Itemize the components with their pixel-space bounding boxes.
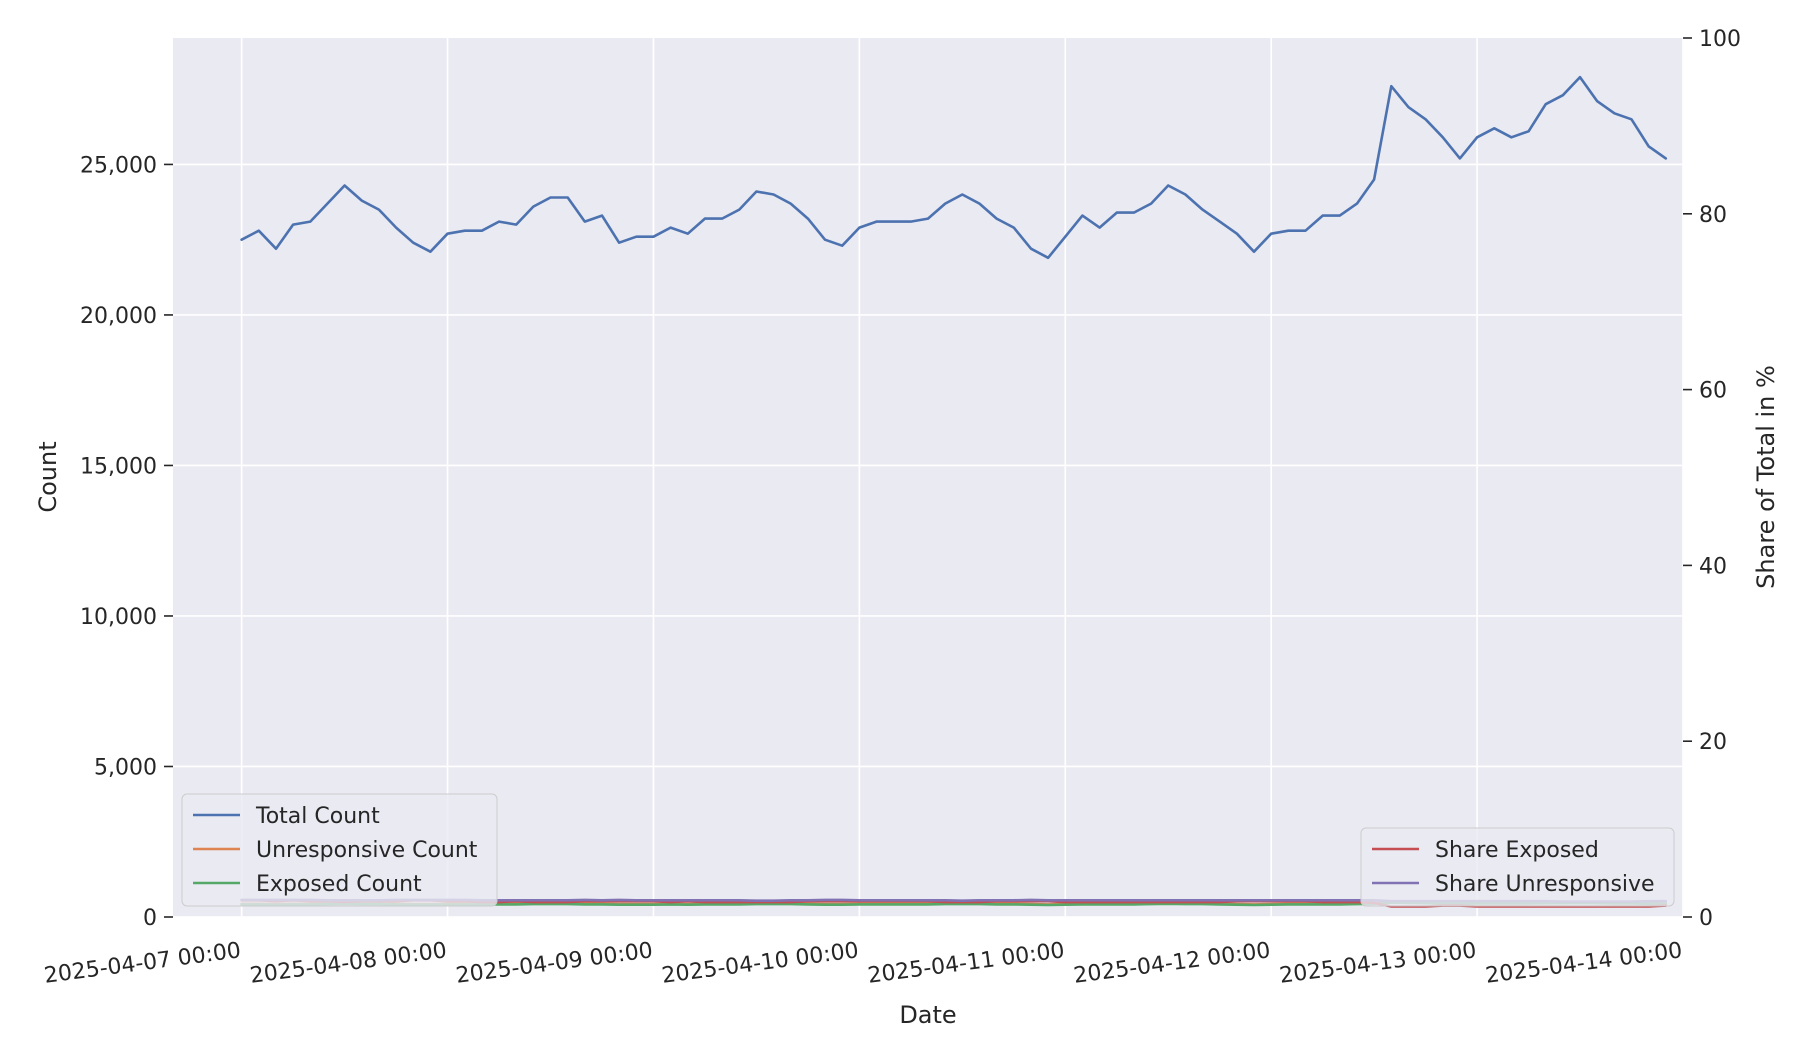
- y-axis-left-label: Count: [34, 441, 62, 512]
- legend-right: Share Exposed Share Unresponsive: [1360, 827, 1675, 907]
- y-left-tick-label: 20,000: [80, 304, 157, 329]
- legend-left: Total Count Unresponsive Count Exposed C…: [181, 793, 498, 907]
- y-right-tick-label: 100: [1699, 27, 1741, 52]
- plot-area: [173, 38, 1683, 917]
- y-left-tick-label: 10,000: [80, 605, 157, 630]
- y-right-tick-label: 20: [1699, 730, 1727, 755]
- y-right-tick-label: 40: [1699, 554, 1727, 579]
- y-left-tick-label: 25,000: [80, 153, 157, 178]
- legend-label-share-exposed: Share Exposed: [1435, 838, 1599, 863]
- legend-label-share-unresponsive: Share Unresponsive: [1435, 872, 1655, 897]
- y-right-tick-label: 0: [1699, 906, 1713, 931]
- y-left-tick-label: 5,000: [94, 755, 157, 780]
- legend-label-total-count: Total Count: [255, 804, 380, 829]
- legend-right-box: [1360, 827, 1675, 907]
- x-axis-label: Date: [899, 1001, 956, 1029]
- gridlines: [173, 38, 1684, 918]
- y-left-tick-label: 15,000: [80, 454, 157, 479]
- legend-label-unresponsive-count: Unresponsive Count: [256, 838, 478, 863]
- y-axis-right-label: Share of Total in %: [1752, 365, 1780, 589]
- y-right-tick-label: 60: [1699, 379, 1727, 404]
- legend-left-box: [181, 793, 498, 907]
- legend-label-exposed-count: Exposed Count: [256, 872, 422, 897]
- y-right-tick-label: 80: [1699, 203, 1727, 228]
- y-left-tick-label: 0: [143, 906, 157, 931]
- series-line-total-count: [240, 75, 1668, 260]
